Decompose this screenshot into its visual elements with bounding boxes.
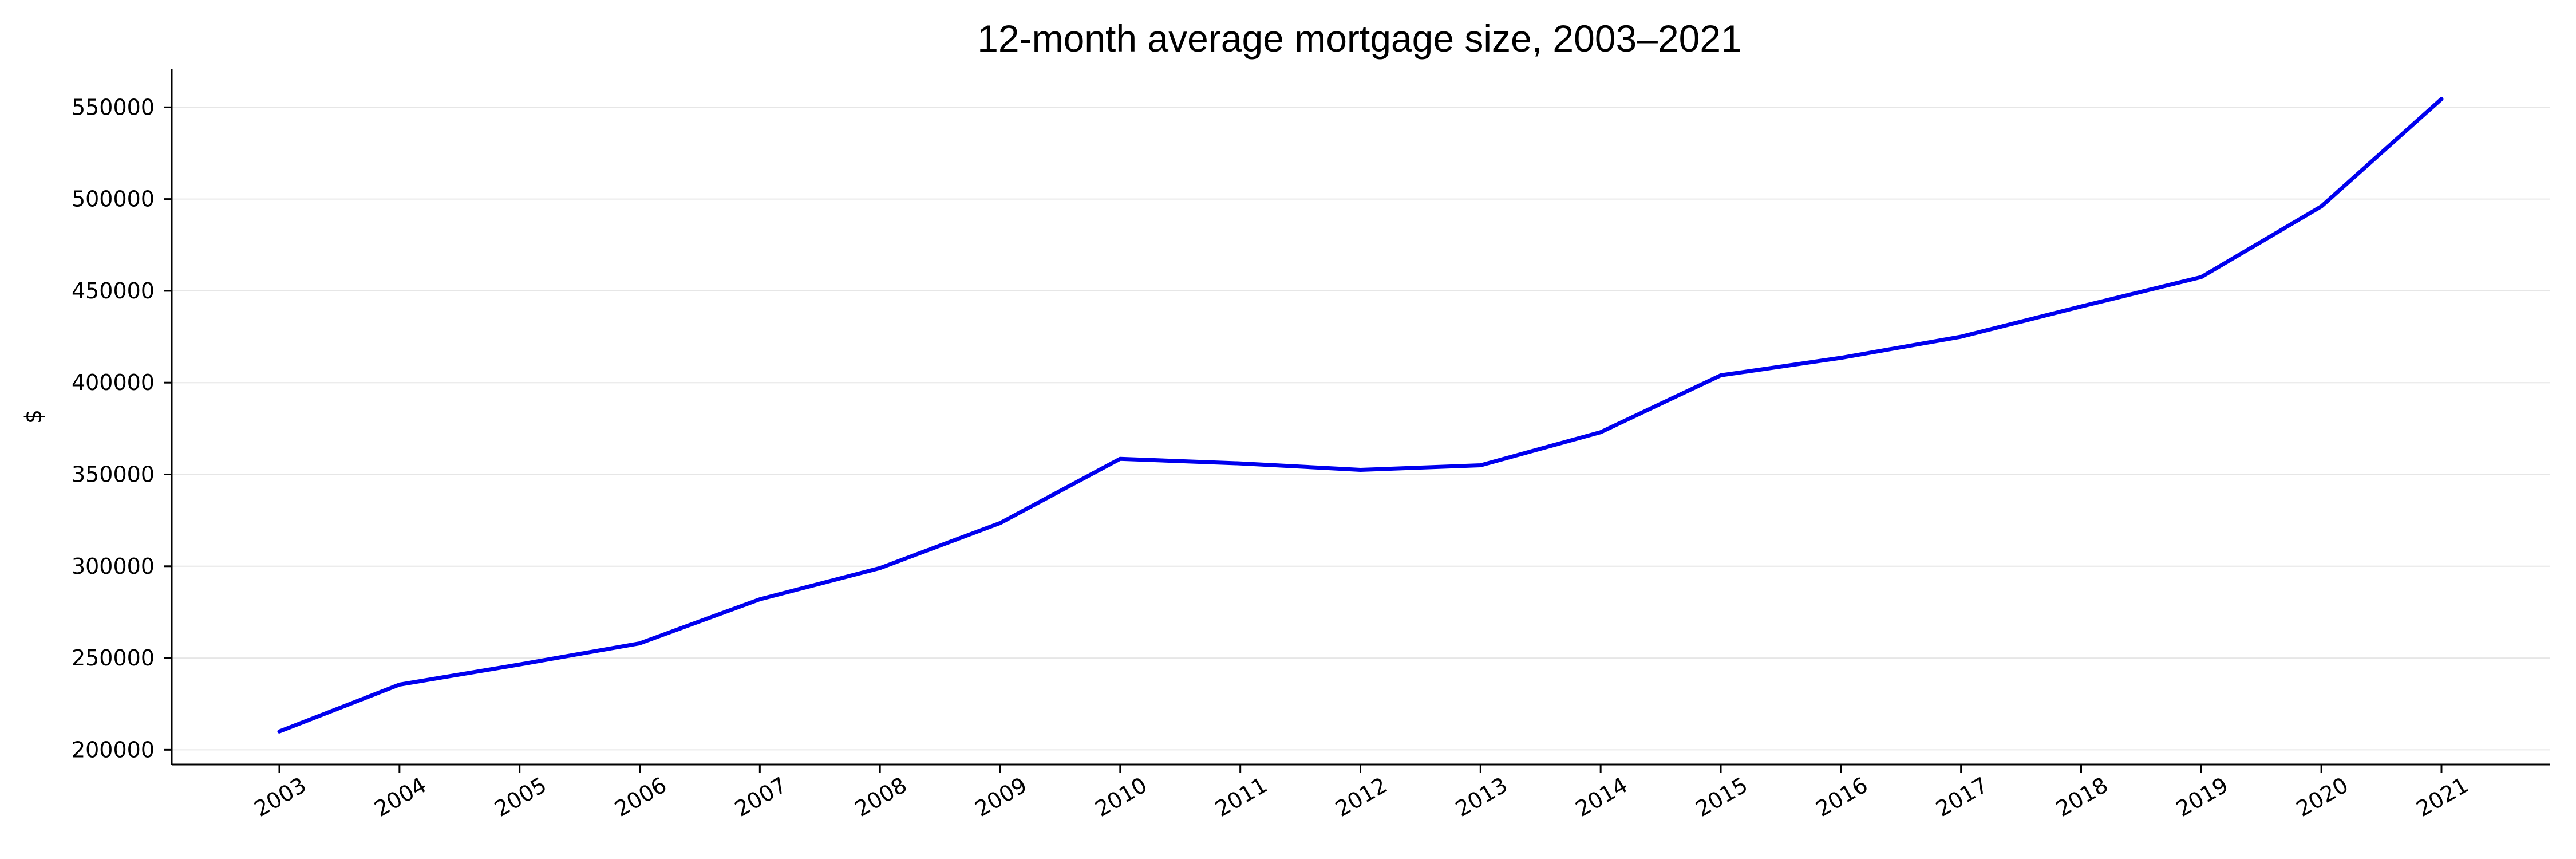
x-tick-label: 2017 (1931, 773, 1992, 822)
axes (171, 69, 2550, 766)
x-tick-label: 2011 (1211, 773, 1271, 822)
x-tick-label: 2020 (2292, 773, 2353, 822)
x-tick-label: 2008 (851, 773, 911, 822)
x-ticks: 2003 2004 2005 2006 2007 2008 2009 2010 2011 2012… (250, 765, 2473, 822)
x-tick-label: 2014 (1571, 773, 1632, 822)
gridlines (172, 107, 2550, 751)
x-tick-label: 2005 (490, 773, 551, 822)
y-tick-label: 550000 (72, 94, 155, 120)
x-tick-label: 2009 (971, 773, 1032, 822)
y-axis-label: $ (21, 409, 47, 424)
x-tick-label: 2003 (250, 773, 311, 822)
y-tick-label: 400000 (72, 370, 155, 395)
series-line (277, 97, 2444, 734)
x-tick-label: 2021 (2412, 773, 2473, 822)
y-tick-label: 250000 (72, 645, 155, 671)
x-tick-label: 2006 (610, 773, 671, 822)
y-tick-label: 500000 (72, 187, 155, 212)
y-tick-label: 350000 (72, 462, 155, 487)
x-tick-label: 2015 (1692, 773, 1752, 822)
chart-title: 12-month average mortgage size, 2003–202… (977, 17, 1742, 60)
x-tick-label: 2018 (2052, 773, 2112, 822)
y-tick-label: 200000 (72, 737, 155, 762)
y-tick-label: 450000 (72, 278, 155, 304)
series-layer (277, 97, 2444, 734)
x-tick-label: 2013 (1451, 773, 1512, 822)
y-tick-label: 300000 (72, 554, 155, 579)
y-ticks: 200000 250000 300000 350000 400000 450000 5000… (72, 94, 172, 762)
x-tick-label: 2019 (2172, 773, 2233, 822)
x-tick-label: 2016 (1811, 773, 1872, 822)
x-tick-label: 2012 (1331, 773, 1392, 822)
x-tick-label: 2004 (370, 773, 430, 822)
x-tick-label: 2010 (1091, 773, 1151, 822)
x-tick-label: 2007 (730, 773, 791, 822)
